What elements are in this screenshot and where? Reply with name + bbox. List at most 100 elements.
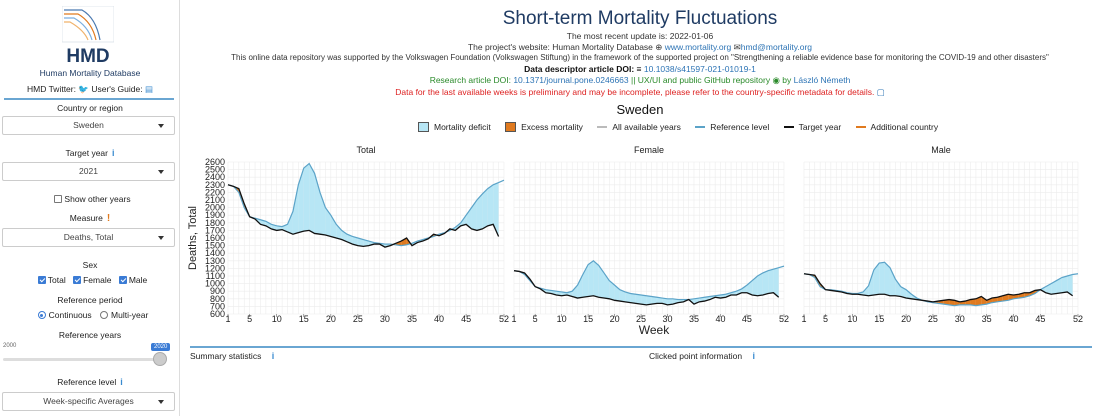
legend-excess[interactable]: Excess mortality bbox=[505, 122, 583, 132]
info-icon[interactable]: i bbox=[112, 148, 115, 158]
deficit-area bbox=[320, 192, 326, 235]
y-tick-label: 2300 bbox=[205, 180, 225, 190]
deficit-area bbox=[1040, 286, 1046, 293]
deficit-area bbox=[889, 267, 896, 296]
legend-target-label: Target year bbox=[798, 122, 842, 132]
show-other-years-checkbox[interactable] bbox=[54, 195, 63, 203]
slider-handle[interactable] bbox=[153, 352, 167, 366]
y-tick-label: 1300 bbox=[205, 256, 225, 266]
x-tick-label: 15 bbox=[874, 314, 884, 324]
x-tick-label: 15 bbox=[299, 314, 309, 324]
clicked-label: Clicked point information bbox=[649, 351, 743, 361]
deficit-area bbox=[287, 211, 293, 235]
deficit-area bbox=[868, 269, 874, 296]
target-year-select[interactable]: 2021 bbox=[2, 162, 175, 181]
x-tick-label: 40 bbox=[715, 314, 725, 324]
x-tick-label: 10 bbox=[557, 314, 567, 324]
sex-female-label: Female bbox=[83, 275, 112, 285]
multi-year-label: Multi-year bbox=[111, 310, 149, 320]
legend-target[interactable]: Target year bbox=[783, 122, 842, 132]
github-text: || UX/UI and public GitHub repository bbox=[631, 75, 771, 85]
chevron-down-icon bbox=[158, 124, 164, 128]
deficit-area bbox=[879, 262, 885, 295]
info-icon[interactable]: i bbox=[752, 351, 755, 361]
x-tick-label: 45 bbox=[461, 314, 471, 324]
x-tick-label: 1 bbox=[801, 314, 806, 324]
mortality-charts[interactable]: 6007008009001000110012001300140015001600… bbox=[180, 136, 1100, 342]
warning-icon[interactable]: ! bbox=[106, 213, 111, 224]
deficit-area bbox=[762, 270, 769, 295]
svg-text:HMD: HMD bbox=[66, 46, 109, 66]
deficit-swatch bbox=[418, 122, 429, 132]
deficit-area bbox=[646, 295, 652, 305]
preliminary-warning: Data for the last available weeks is pre… bbox=[180, 87, 1100, 98]
deficit-area bbox=[466, 207, 472, 229]
country-select[interactable]: Sweden bbox=[2, 116, 175, 135]
info-icon[interactable]: i bbox=[120, 377, 123, 387]
deficit-area bbox=[572, 285, 578, 299]
sex-male-checkbox[interactable] bbox=[118, 276, 127, 284]
sex-total-checkbox[interactable] bbox=[37, 276, 46, 284]
excess-area bbox=[406, 238, 412, 246]
reference-years-label: Reference years bbox=[58, 330, 122, 340]
deficit-area bbox=[752, 276, 758, 296]
info-icon[interactable]: i bbox=[271, 351, 275, 361]
slider-max-label: 2020 bbox=[151, 343, 171, 351]
x-tick-label: 52 bbox=[779, 314, 789, 324]
x-tick-label: 52 bbox=[499, 314, 509, 324]
document-icon[interactable]: ▢ bbox=[876, 87, 885, 97]
legend-all-years[interactable]: All available years bbox=[597, 122, 681, 132]
twitter-icon[interactable]: 🐦 bbox=[78, 84, 89, 94]
email-link[interactable]: hmd@mortality.org bbox=[740, 42, 813, 52]
deficit-area bbox=[298, 168, 304, 233]
y-axis-label: Deaths, Total bbox=[187, 206, 199, 270]
deficit-area bbox=[598, 265, 604, 299]
deficit-area bbox=[609, 280, 615, 301]
guide-book-icon[interactable]: ▤ bbox=[144, 84, 153, 94]
descriptor-doi-link[interactable]: 10.1038/s41597-021-01019-1 bbox=[643, 64, 756, 74]
sex-female-checkbox[interactable] bbox=[73, 276, 82, 284]
y-tick-label: 700 bbox=[210, 301, 225, 311]
legend-reference[interactable]: Reference level bbox=[695, 122, 769, 132]
show-other-years-row[interactable]: Show other years bbox=[0, 194, 180, 204]
country-value: Sweden bbox=[73, 120, 104, 130]
deficit-area bbox=[330, 215, 337, 238]
deficit-area bbox=[352, 236, 358, 246]
deficit-area bbox=[471, 200, 477, 231]
chevron-down-icon bbox=[158, 170, 164, 174]
chart-legend: Mortality deficit Excess mortality All a… bbox=[418, 122, 950, 132]
deficit-area bbox=[357, 238, 364, 247]
research-doi-link[interactable]: 10.1371/journal.pone.0246663 bbox=[513, 75, 629, 85]
excess-swatch bbox=[505, 122, 517, 132]
page-title: Short-term Mortality Fluctuations bbox=[502, 8, 778, 29]
author-link[interactable]: László Németh bbox=[793, 75, 851, 85]
y-tick-label: 1600 bbox=[205, 233, 225, 243]
deficit-area bbox=[325, 207, 331, 237]
database-icon: ≡ bbox=[636, 64, 642, 74]
show-other-years-label: Show other years bbox=[64, 194, 131, 204]
reference-years-slider[interactable] bbox=[3, 358, 161, 361]
x-tick-label: 20 bbox=[610, 314, 620, 324]
website-link[interactable]: www.mortality.org bbox=[664, 42, 732, 52]
legend-additional[interactable]: Additional country bbox=[855, 122, 939, 132]
deficit-area bbox=[895, 279, 901, 297]
globe-icon: ⊕ bbox=[655, 42, 663, 52]
chart-country-title: Sweden bbox=[616, 102, 664, 117]
reference-level-select[interactable]: Week-specific Averages bbox=[2, 392, 175, 411]
target-year-label: Target year i bbox=[0, 148, 180, 158]
x-tick-label: 35 bbox=[689, 314, 699, 324]
reference-level-value: Week-specific Averages bbox=[43, 396, 134, 406]
legend-additional-label: Additional country bbox=[870, 122, 939, 132]
measure-select[interactable]: Deaths, Total bbox=[2, 228, 175, 247]
panel-title: Total bbox=[356, 145, 375, 155]
x-tick-label: 20 bbox=[901, 314, 911, 324]
deficit-area bbox=[265, 221, 272, 229]
legend-excess-label: Excess mortality bbox=[521, 122, 583, 132]
multi-year-radio[interactable] bbox=[100, 311, 109, 319]
legend-deficit[interactable]: Mortality deficit bbox=[418, 122, 491, 132]
y-tick-label: 1000 bbox=[205, 279, 225, 289]
deficit-area bbox=[651, 296, 657, 305]
github-icon[interactable]: ◉ bbox=[772, 75, 780, 85]
continuous-radio[interactable] bbox=[37, 311, 46, 319]
deficit-area bbox=[482, 188, 488, 229]
